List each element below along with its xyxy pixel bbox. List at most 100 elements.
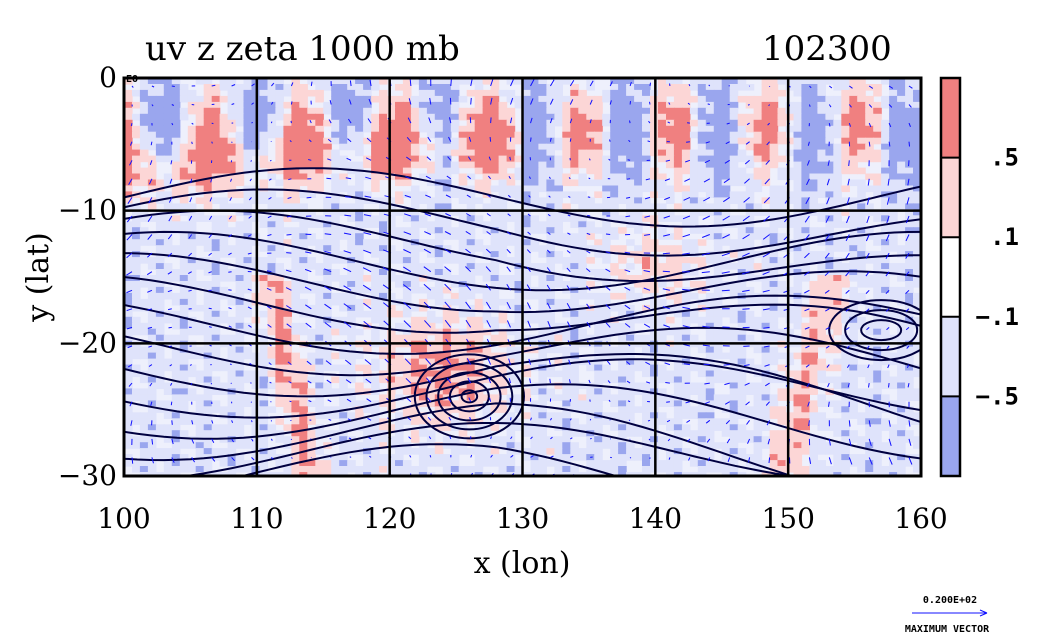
field-cell [243, 137, 253, 145]
field-cell [458, 161, 468, 169]
field-cell [610, 143, 619, 151]
field-cell [195, 281, 205, 288]
field-cell [865, 173, 874, 181]
field-cell [729, 119, 739, 127]
field-cell [546, 436, 555, 443]
field-cell [881, 167, 890, 175]
field-cell [506, 209, 516, 216]
field-cell [745, 137, 755, 145]
field-cell [339, 143, 348, 151]
field-cell [697, 173, 707, 181]
field-cell [546, 245, 555, 252]
field-cell [187, 263, 197, 270]
field-cell [777, 113, 787, 121]
field-cell [761, 322, 771, 330]
field-cell [681, 382, 691, 390]
field-cell [410, 137, 420, 145]
field-cell [331, 269, 340, 276]
field-cell [857, 209, 866, 216]
field-cell [897, 161, 906, 169]
field-cell [889, 239, 898, 246]
field-cell [602, 113, 611, 121]
field-cell [697, 125, 707, 133]
field-cell [562, 388, 571, 395]
field-cell [658, 107, 667, 115]
field-cell [785, 358, 795, 366]
field-cell [482, 251, 492, 258]
field-cell [745, 84, 755, 91]
field-cell [267, 113, 277, 121]
field-cell [626, 209, 635, 216]
field-cell [825, 364, 834, 372]
field-cell [132, 364, 141, 372]
field-cell [355, 197, 364, 204]
field-cell [458, 364, 468, 372]
field-cell [243, 328, 253, 336]
field-cell [219, 197, 229, 204]
field-cell [275, 233, 284, 240]
field-cell [594, 179, 603, 187]
field-cell [506, 430, 516, 437]
field-cell [490, 173, 500, 181]
field-cell [626, 125, 635, 133]
field-cell [857, 233, 866, 240]
field-cell [538, 382, 547, 390]
field-cell [905, 143, 914, 151]
field-cell [458, 233, 468, 240]
field-cell [658, 179, 667, 187]
field-cell [283, 149, 292, 157]
field-cell [713, 173, 723, 181]
field-cell [562, 281, 571, 288]
field-cell [355, 101, 364, 109]
field-cell [482, 89, 492, 97]
field-cell [307, 89, 316, 97]
field-cell [905, 281, 914, 288]
field-cell [458, 257, 468, 264]
field-cell [634, 179, 643, 187]
field-cell [323, 245, 332, 252]
field-cell [490, 239, 500, 246]
field-cell [267, 292, 277, 300]
field-cell [179, 107, 189, 115]
field-cell [315, 304, 324, 312]
field-cell [705, 430, 715, 437]
field-cell [155, 191, 165, 198]
field-cell [554, 179, 563, 187]
field-cell [410, 101, 420, 109]
field-cell [227, 442, 237, 449]
field-cell [905, 406, 914, 413]
field-cell [538, 113, 547, 121]
field-cell [610, 155, 619, 163]
field-cell [147, 275, 157, 282]
field-cell [586, 269, 595, 276]
field-cell [235, 119, 245, 127]
field-cell [594, 245, 603, 252]
field-cell [347, 370, 356, 378]
field-cell [339, 442, 348, 449]
field-cell [673, 119, 683, 127]
field-cell [434, 406, 444, 413]
field-cell [347, 125, 356, 133]
field-cell [442, 334, 452, 342]
field-cell [578, 281, 587, 288]
field-cell [801, 322, 810, 330]
field-cell [410, 352, 420, 360]
field-cell [713, 95, 723, 103]
field-cell [291, 257, 300, 264]
field-cell [642, 275, 651, 282]
field-cell [570, 113, 579, 121]
field-cell [586, 78, 595, 85]
field-cell [610, 125, 619, 133]
field-cell [729, 352, 739, 360]
field-cell [347, 364, 356, 372]
field-cell [681, 316, 691, 324]
field-cell [681, 131, 691, 139]
field-cell [379, 286, 388, 294]
field-cell [769, 400, 779, 407]
field-cell [697, 197, 707, 204]
field-cell [243, 233, 253, 240]
field-cell [634, 143, 643, 151]
field-cell [235, 298, 245, 306]
field-cell [841, 245, 850, 252]
field-cell [347, 227, 356, 234]
